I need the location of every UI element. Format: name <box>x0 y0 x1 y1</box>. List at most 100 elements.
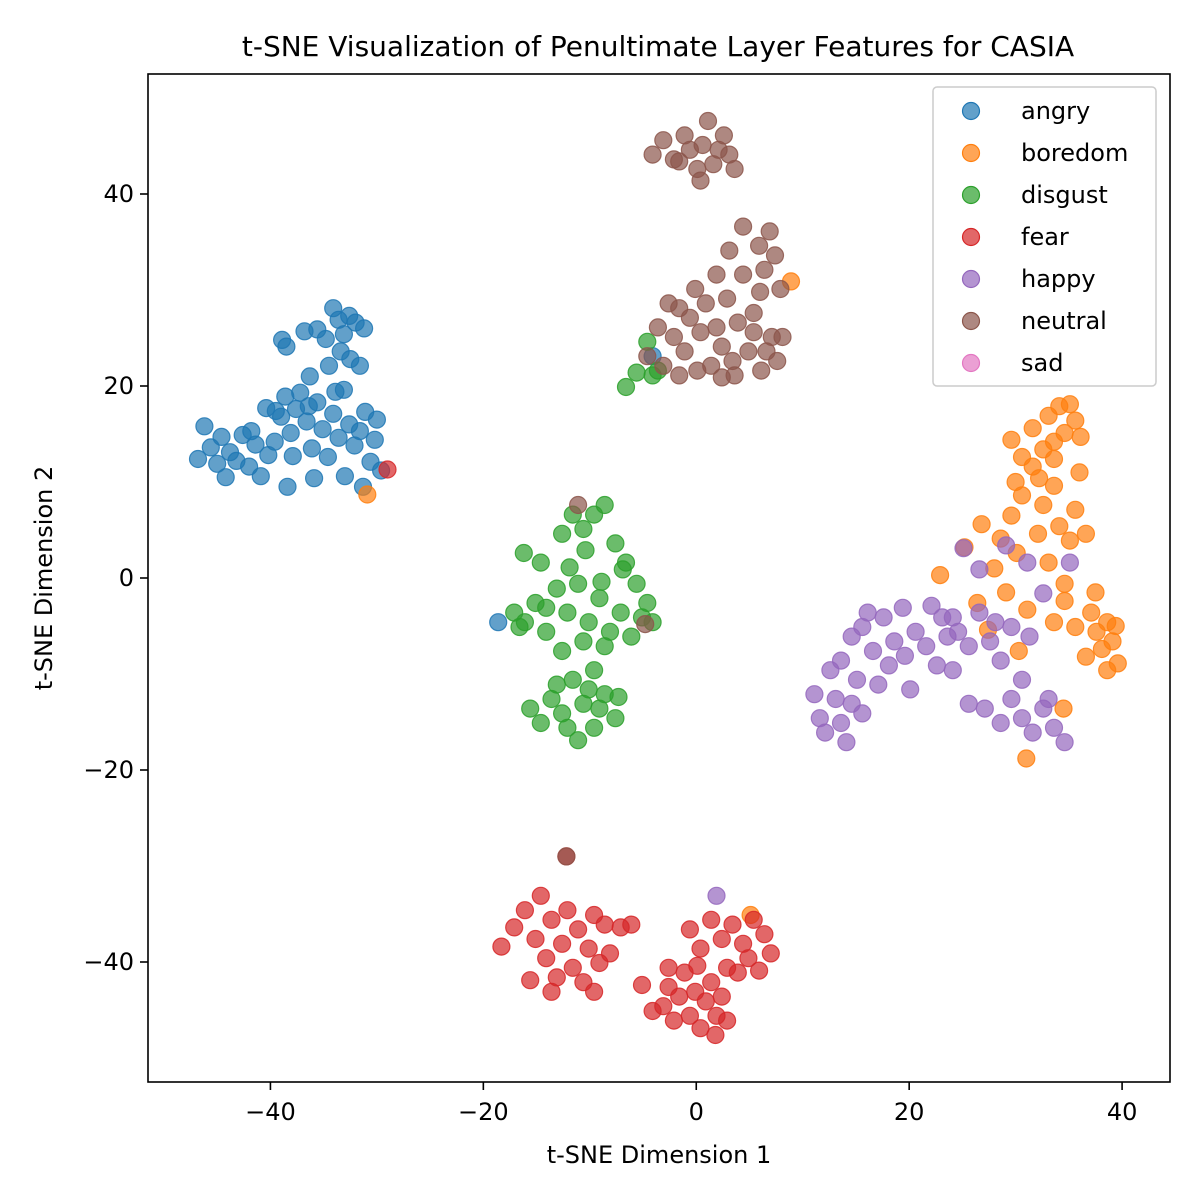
point-happy <box>858 603 877 622</box>
point-happy <box>1018 553 1037 572</box>
point-angry <box>240 457 259 476</box>
points-layer <box>188 111 1127 1045</box>
series-angry <box>188 299 662 632</box>
point-fear <box>568 920 588 939</box>
series-fear <box>378 460 780 1045</box>
point-boredom <box>1006 472 1025 492</box>
point-angry <box>283 447 302 466</box>
point-angry <box>335 467 354 486</box>
point-disgust <box>606 709 625 728</box>
point-happy <box>1055 733 1074 752</box>
legend-box <box>932 86 1157 387</box>
point-happy <box>954 539 973 558</box>
point-boredom <box>996 583 1016 602</box>
point-neutral <box>771 279 790 299</box>
legend-label-neutral: neutral <box>1021 307 1107 335</box>
point-fear <box>584 982 604 1001</box>
point-neutral <box>714 126 734 145</box>
point-happy <box>1002 689 1021 709</box>
point-angry <box>265 432 284 451</box>
legend-label-boredom: boredom <box>1021 139 1128 167</box>
point-neutral <box>659 294 678 313</box>
point-disgust <box>595 637 614 656</box>
point-fear <box>531 886 550 905</box>
point-angry <box>329 428 348 447</box>
point-boredom <box>1023 419 1042 438</box>
point-disgust <box>627 363 646 382</box>
point-boredom <box>972 515 991 534</box>
point-neutral <box>696 294 715 313</box>
point-disgust <box>574 632 593 651</box>
point-disgust <box>560 558 579 577</box>
y-tick-label: 40 <box>103 180 134 208</box>
point-fear <box>526 929 545 949</box>
point-fear <box>552 934 572 953</box>
point-fear <box>670 987 689 1006</box>
point-boredom <box>1103 632 1122 651</box>
point-neutral <box>686 279 705 299</box>
point-disgust <box>521 699 540 718</box>
point-disgust <box>563 670 582 689</box>
point-angry <box>291 383 310 402</box>
point-fear <box>749 961 769 980</box>
point-disgust <box>552 641 572 661</box>
point-disgust <box>537 598 556 617</box>
point-happy <box>975 699 994 718</box>
y-tick-label: −40 <box>83 948 134 976</box>
point-boredom <box>358 485 377 504</box>
point-happy <box>826 689 845 709</box>
point-boredom <box>1060 531 1080 550</box>
point-boredom <box>1039 553 1058 572</box>
point-disgust <box>574 519 593 539</box>
point-fear <box>728 963 747 982</box>
point-disgust <box>627 574 646 593</box>
point-fear <box>542 982 561 1001</box>
point-boredom <box>1002 506 1021 525</box>
point-fear <box>378 460 397 479</box>
point-boredom <box>1076 524 1096 543</box>
point-happy <box>707 886 726 905</box>
point-happy <box>815 723 835 742</box>
point-disgust <box>579 613 598 632</box>
point-happy <box>885 632 904 651</box>
point-angry <box>216 468 235 487</box>
point-fear <box>761 944 780 963</box>
legend-marker-boredom <box>961 143 981 163</box>
point-happy <box>996 536 1016 555</box>
point-happy <box>991 651 1010 670</box>
point-disgust <box>552 524 572 543</box>
point-fear <box>680 1006 700 1025</box>
legend-marker-angry <box>961 101 981 121</box>
legend-label-fear: fear <box>1021 223 1069 251</box>
point-angry <box>318 447 337 467</box>
point-boredom <box>1071 427 1090 446</box>
point-disgust <box>592 572 611 591</box>
point-neutral <box>749 236 769 255</box>
point-angry <box>281 423 300 443</box>
y-axis-ticks: −40 −20 0 20 40 <box>83 180 148 976</box>
point-angry <box>355 319 374 338</box>
point-boredom <box>1066 617 1085 637</box>
point-disgust <box>579 680 598 699</box>
point-happy <box>831 713 851 733</box>
point-disgust <box>531 553 550 572</box>
legend-marker-disgust <box>961 185 981 205</box>
point-neutral <box>557 847 576 866</box>
point-disgust <box>547 675 566 694</box>
point-neutral <box>733 265 753 284</box>
point-disgust <box>558 603 577 622</box>
legend-label-happy: happy <box>1021 265 1096 293</box>
point-neutral <box>728 313 747 332</box>
point-happy <box>980 632 1000 651</box>
point-happy <box>893 598 912 617</box>
point-neutral <box>725 159 744 179</box>
point-angry <box>334 325 353 344</box>
point-happy <box>1012 670 1032 689</box>
point-fear <box>563 958 582 977</box>
point-fear <box>691 1019 710 1038</box>
point-fear <box>595 915 614 934</box>
point-neutral <box>675 342 694 361</box>
point-neutral <box>768 351 787 371</box>
point-neutral <box>691 323 710 342</box>
point-disgust <box>576 541 595 560</box>
